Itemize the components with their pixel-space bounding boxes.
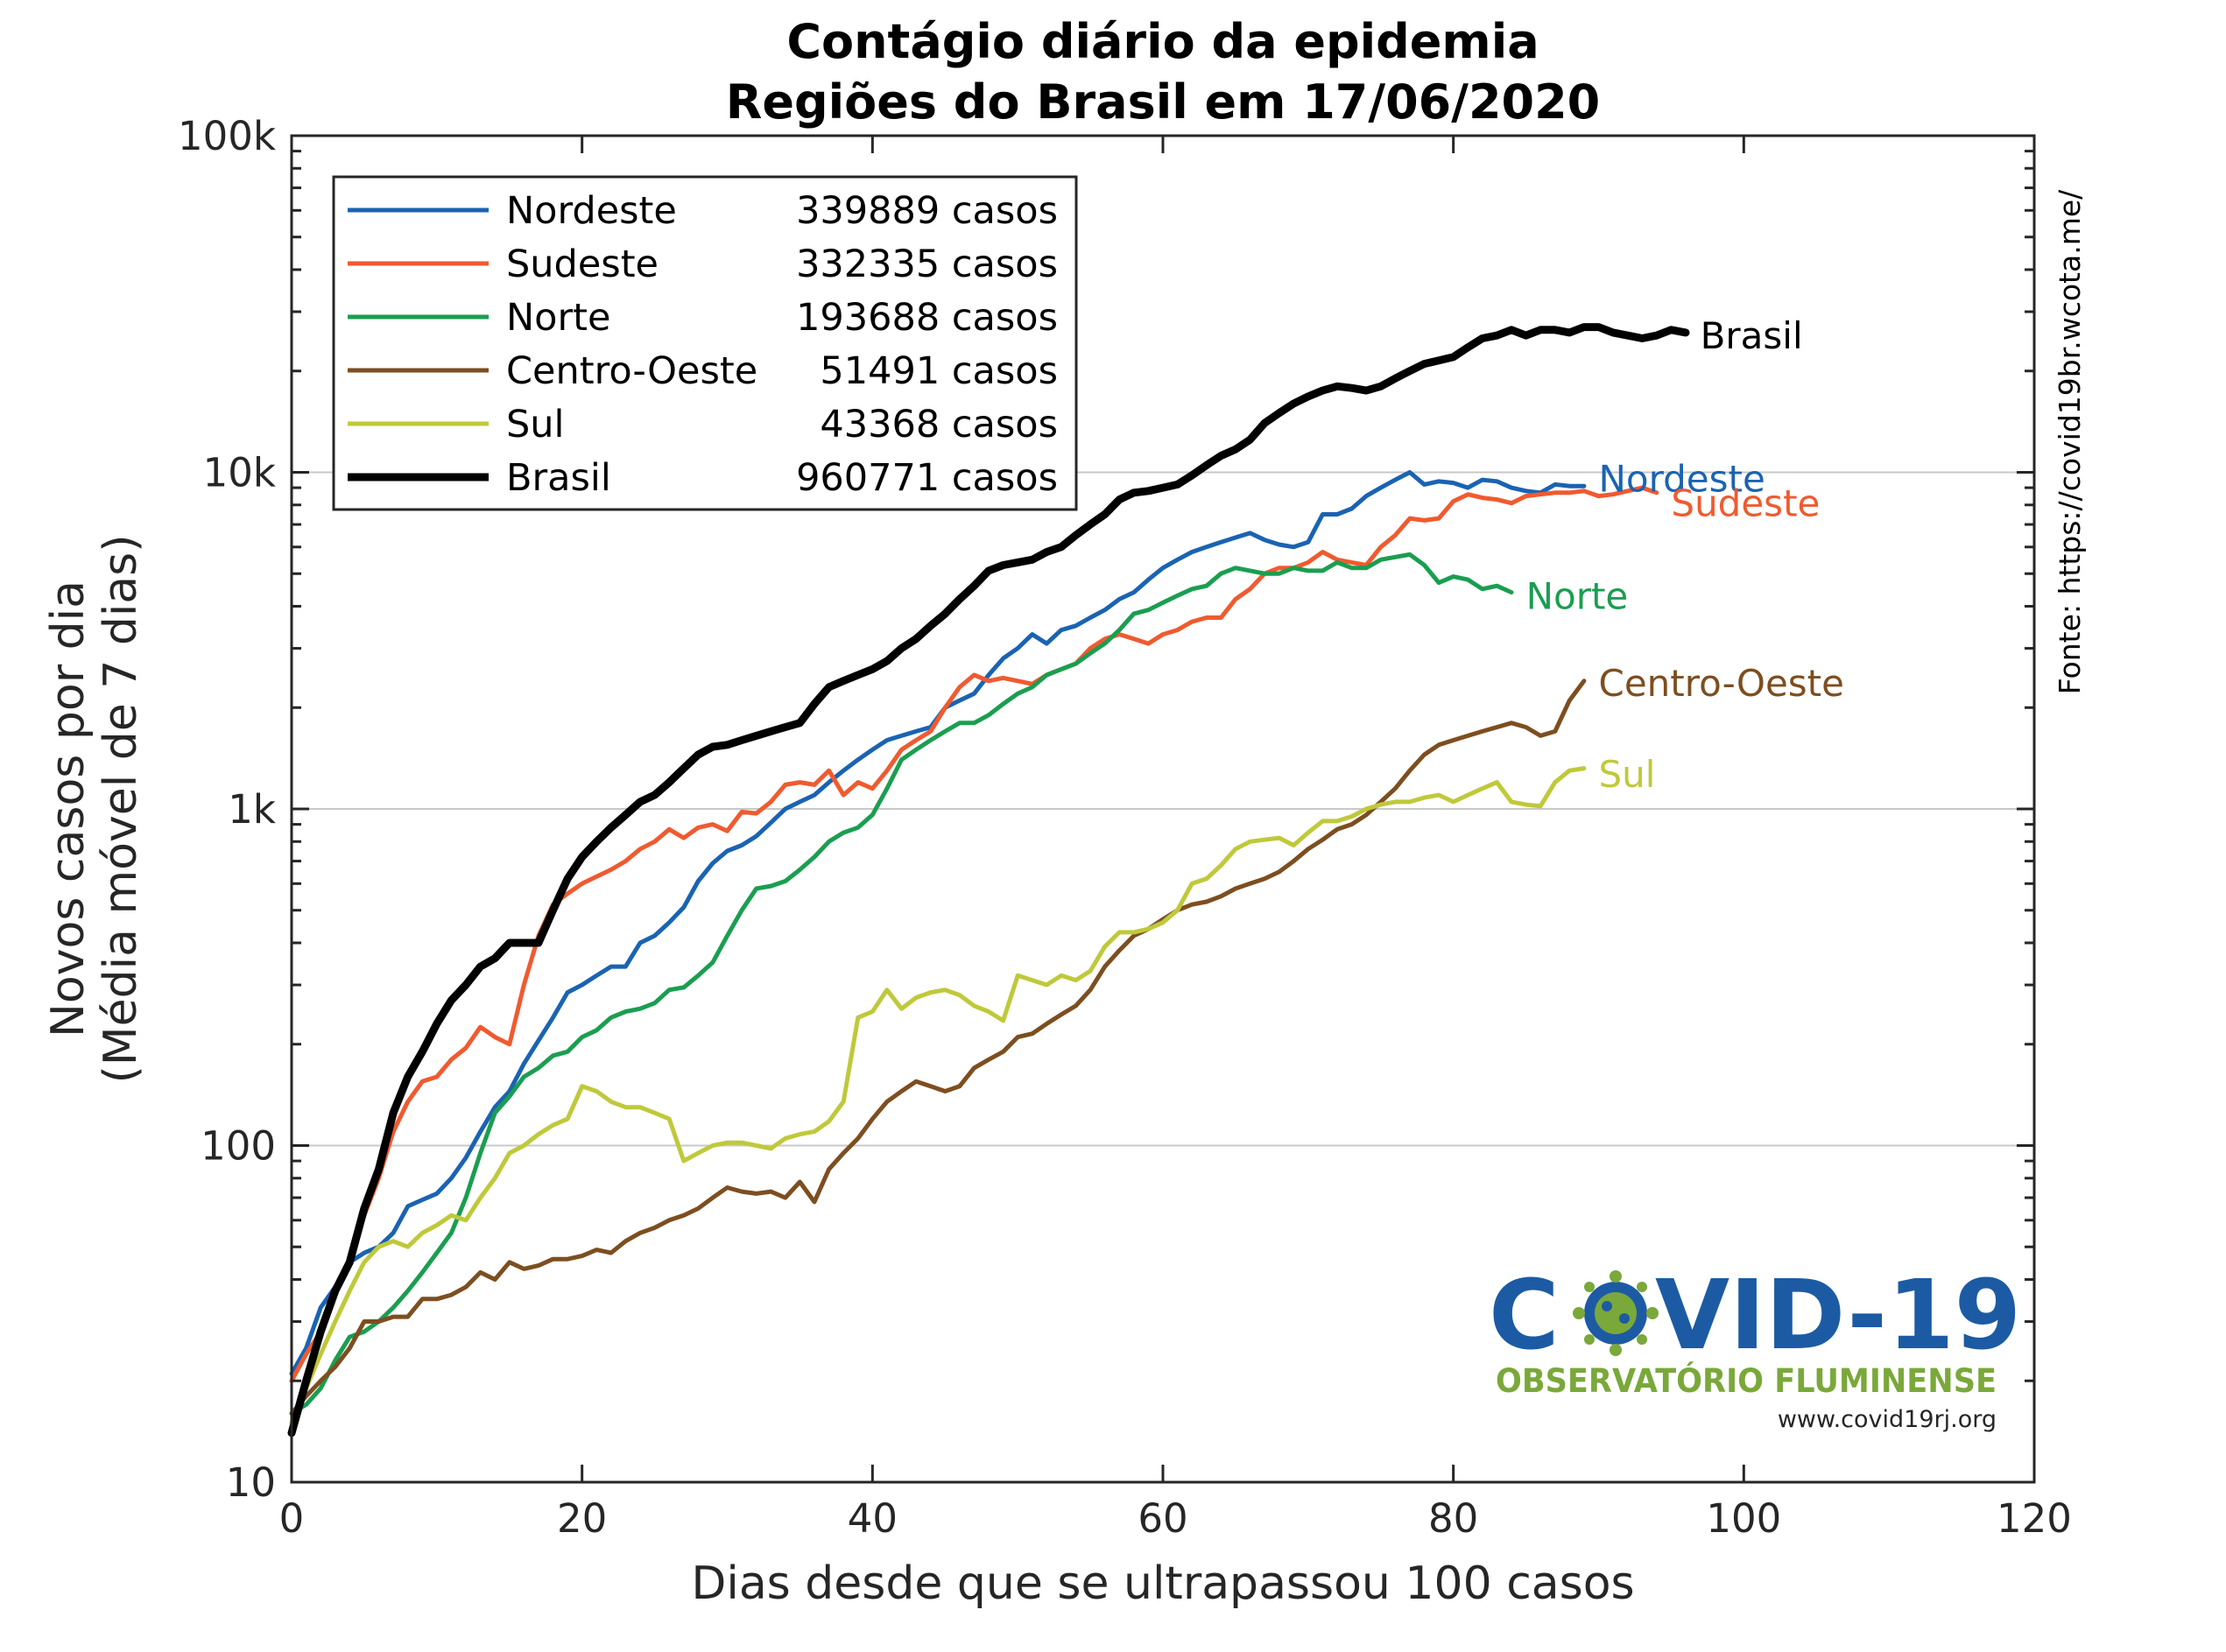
legend-entries: Nordeste 339889 casos Sudeste 332335 casos N… xyxy=(348,189,1058,500)
legend-label-sul: Sul xyxy=(506,403,565,446)
chart-subtitle: Regiões do Brasil em 17/06/2020 xyxy=(726,74,1601,130)
legend-total-norte: 193688 casos xyxy=(796,296,1058,340)
logo-word-right: VID-19 xyxy=(1655,1259,2021,1371)
end-label-nordeste: Nordeste xyxy=(1599,457,1765,500)
x-tick-label-5: 100 xyxy=(1706,1495,1781,1542)
x-tick-label-2: 40 xyxy=(848,1495,898,1542)
series-line-brasil xyxy=(287,323,1690,1438)
legend-label-sudeste: Sudeste xyxy=(506,243,659,286)
legend-total-brasil: 960771 casos xyxy=(796,456,1058,500)
y-tick-label-4: 100k xyxy=(178,113,276,159)
axis-tick-labels: 0 20 40 60 80 100 120 10 100 1k 10k 100k xyxy=(178,113,2072,1542)
legend-total-sudeste: 332335 casos xyxy=(796,243,1058,286)
x-tick-label-0: 0 xyxy=(279,1495,305,1542)
legend-label-norte: Norte xyxy=(506,296,610,340)
series-line-centro-oeste xyxy=(289,678,1587,1416)
logo-word-left: C xyxy=(1489,1259,1560,1371)
legend: Nordeste 339889 casos Sudeste 332335 casos N… xyxy=(332,175,1078,511)
y-axis-label-line2: (Média móvel de 7 dias) xyxy=(95,534,147,1083)
logo-subtitle: OBSERVATÓRIO FLUMINENSE xyxy=(1496,1361,1997,1400)
y-tick-label-1: 100 xyxy=(201,1123,276,1170)
x-axis-label: Dias desde que se ultrapassou 100 casos xyxy=(691,1557,1634,1610)
end-label-centro-oeste: Centro-Oeste xyxy=(1599,662,1845,705)
legend-total-nordeste: 339889 casos xyxy=(796,189,1058,233)
end-label-sudeste: Sudeste xyxy=(1671,482,1820,525)
series-line-sul xyxy=(289,766,1587,1425)
covid19-logo: C VID-19 OBSERVATÓRIO FLUMINENSE www.cov… xyxy=(1489,1259,2021,1433)
y-axis-label-line1: Novos casos por dia xyxy=(42,580,95,1037)
end-label-brasil: Brasil xyxy=(1701,314,1803,357)
legend-box xyxy=(332,175,1078,511)
y-tick-label-2: 1k xyxy=(228,786,276,833)
legend-label-brasil: Brasil xyxy=(506,456,611,500)
x-tick-label-4: 80 xyxy=(1428,1495,1478,1542)
series-line-sudeste xyxy=(289,485,1659,1383)
x-tick-label-1: 20 xyxy=(557,1495,607,1542)
x-tick-label-3: 60 xyxy=(1138,1495,1187,1542)
y-tick-label-0: 10 xyxy=(226,1459,276,1506)
legend-label-centro-oeste: Centro-Oeste xyxy=(506,349,757,393)
y-tick-label-3: 10k xyxy=(203,450,276,496)
chart-title: Contágio diário da epidemia xyxy=(786,14,1539,69)
virus-icon xyxy=(1573,1270,1659,1356)
x-tick-label-6: 120 xyxy=(1997,1495,2072,1542)
logo-url: www.covid19rj.org xyxy=(1778,1406,1997,1433)
legend-total-sul: 43368 casos xyxy=(820,403,1058,446)
legend-label-nordeste: Nordeste xyxy=(506,189,677,233)
legend-total-centro-oeste: 51491 casos xyxy=(820,349,1058,393)
axis-ticks xyxy=(290,134,2036,1484)
end-label-sul: Sul xyxy=(1599,753,1656,796)
series-line-norte xyxy=(289,552,1514,1416)
source-note-group: Fonte: https://covid19br.wcota.me/ xyxy=(2053,189,2087,694)
end-label-norte: Norte xyxy=(1526,574,1629,617)
series-lines xyxy=(287,323,1690,1438)
source-note: Fonte: https://covid19br.wcota.me/ xyxy=(2053,189,2087,694)
y-axis-label-group: Novos casos por dia (Média móvel de 7 di… xyxy=(42,534,147,1083)
